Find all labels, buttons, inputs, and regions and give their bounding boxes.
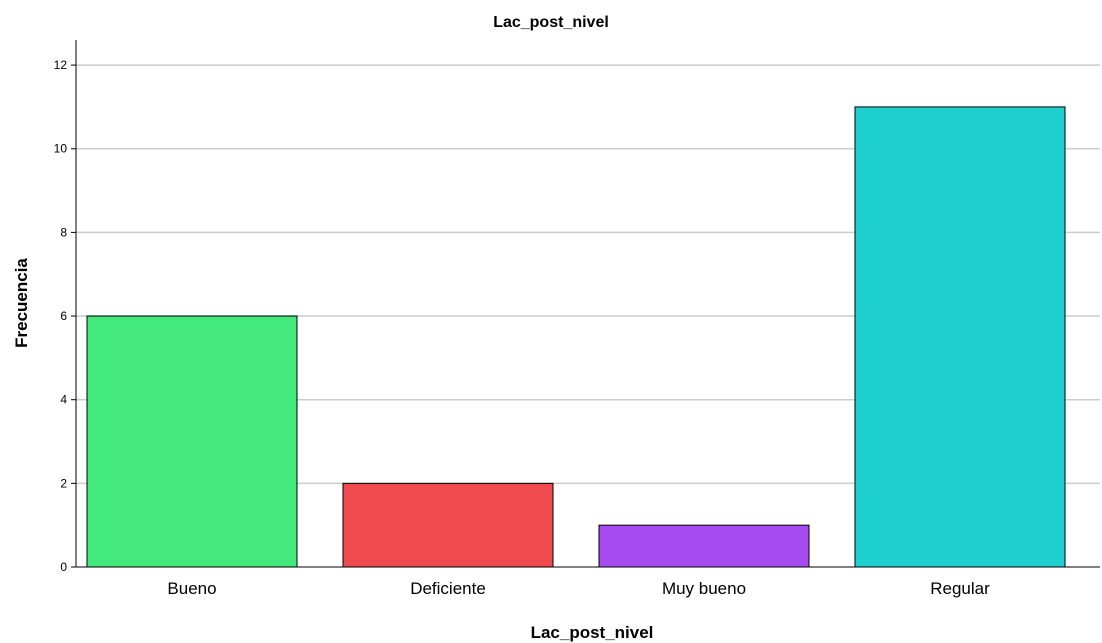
y-tick-label: 6 [60, 309, 67, 323]
bar-regular [854, 106, 1066, 568]
y-tick-label: 8 [60, 225, 67, 239]
x-axis-title: Lac_post_nivel [531, 623, 654, 642]
y-axis-ticks: 0 2 4 6 8 10 12 [54, 58, 76, 574]
bar-muy-bueno [598, 524, 810, 568]
x-tick-label: Bueno [167, 579, 216, 598]
y-tick-label: 2 [60, 476, 67, 490]
x-tick-label: Deficiente [410, 579, 486, 598]
y-axis-title: Frecuencia [12, 258, 31, 348]
chart-title: Lac_post_nivel [493, 14, 609, 31]
x-tick-label: Regular [930, 579, 990, 598]
y-tick-label: 12 [54, 58, 68, 72]
x-tick-label: Muy bueno [662, 579, 746, 598]
y-tick-label: 10 [54, 142, 68, 156]
bar-deficiente [342, 482, 554, 568]
x-axis-ticks: Bueno Deficiente Muy bueno Regular [167, 579, 990, 598]
bars [86, 106, 1066, 568]
y-tick-label: 0 [60, 560, 67, 574]
bar-bueno [86, 315, 298, 568]
y-tick-label: 4 [60, 393, 67, 407]
